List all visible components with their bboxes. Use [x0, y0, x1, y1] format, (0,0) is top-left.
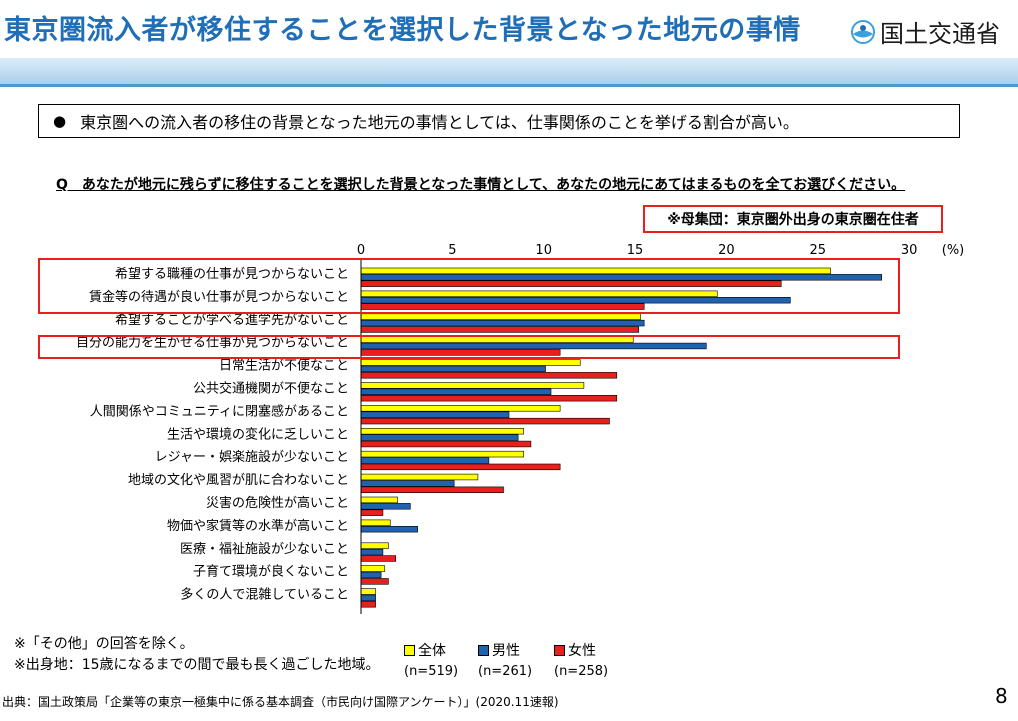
- category-label: 多くの人で混雑していること: [180, 587, 349, 603]
- bar-female: [360, 326, 640, 333]
- category-label: 希望する職種の仕事が見つからないこと: [115, 266, 349, 282]
- bar-all: [360, 565, 386, 572]
- bar-male: [360, 548, 384, 556]
- legend-label-all: 全体: [418, 643, 446, 659]
- highlight-box-ability: [38, 335, 900, 359]
- ministry-logo: 国土交通省: [850, 14, 1000, 49]
- bar-male: [360, 388, 552, 395]
- bar-all: [360, 405, 561, 412]
- bar-female: [360, 509, 384, 516]
- category-label: 自分の能力を生かせる仕事が見つからないこと: [76, 336, 349, 351]
- bullet-icon: ●: [53, 112, 67, 130]
- bar-female: [360, 601, 376, 608]
- category-label: 賃金等の待遇が良い仕事が見つからないこと: [89, 289, 349, 305]
- category-label: 物価や家賃等の水準が高いこと: [167, 518, 349, 534]
- page-title: 東京圏流入者が移住することを選択した背景となった地元の事情: [4, 15, 801, 46]
- bar-male: [360, 480, 455, 487]
- bar-male: [360, 457, 490, 464]
- bar-all: [360, 313, 641, 320]
- legend-item-male: 男性 (n=261): [478, 640, 532, 679]
- bar-male: [360, 319, 645, 327]
- bar-female: [360, 486, 504, 493]
- title-band: [0, 58, 1018, 84]
- bar-female: [360, 394, 618, 402]
- legend-swatch-all: [404, 644, 415, 656]
- category-label: 人間関係やコミュニティに閉塞感があること: [90, 403, 349, 419]
- bar-all: [360, 588, 376, 595]
- x-tick-label: 5: [448, 243, 456, 258]
- category-label: 生活や環境の変化に乏しいこと: [167, 426, 349, 442]
- x-tick-label: 30: [901, 243, 918, 258]
- legend-n-male: (n=261): [478, 664, 533, 679]
- x-tick-label: 10: [535, 243, 552, 258]
- bar-female: [360, 440, 532, 448]
- bar-female: [360, 463, 561, 471]
- bar-all: [360, 427, 524, 435]
- bar-female: [360, 578, 389, 585]
- bar-chart: 0 5 10 15 20 25 30 (%) 希望する職種の仕事が見つからないこと賃金等の待遇が…: [76, 243, 965, 614]
- title-underline: [0, 84, 1018, 87]
- x-axis-unit: (%): [942, 243, 965, 258]
- bar-all: [360, 496, 398, 504]
- source-citation: 出典：国土政策局「企業等の東京一極集中に係る基本調査（市民向け国際アンケート）」…: [2, 695, 559, 709]
- legend-item-all: 全体 (n=519): [404, 640, 458, 679]
- legend-n-all: (n=519): [404, 664, 459, 679]
- bar-male: [360, 571, 382, 579]
- ministry-emblem-icon: [851, 19, 875, 44]
- category-label: 希望することが学べる進学先がないこと: [115, 312, 349, 328]
- bar-all: [360, 519, 391, 527]
- bar-all: [360, 473, 479, 481]
- category-label: 日常生活が不便なこと: [219, 359, 349, 374]
- legend-label-male: 男性: [492, 643, 520, 659]
- bar-male: [360, 503, 411, 510]
- category-label: 子育て環境が良くないこと: [193, 564, 349, 580]
- note-other-excluded: ※「その他」の回答を除く。: [14, 636, 194, 652]
- x-tick-label: 0: [357, 243, 365, 258]
- bar-male: [360, 365, 546, 373]
- bar-all: [360, 359, 581, 366]
- bar-female: [360, 372, 618, 379]
- legend-label-female: 女性: [568, 643, 596, 659]
- summary-box: ● 東京圏への流入者の移住の背景となった地元の事情としては、仕事関係のことを挙げ…: [38, 104, 960, 138]
- x-tick-label: 15: [627, 243, 644, 258]
- x-tick-label: 20: [718, 243, 735, 258]
- bar-male: [360, 434, 519, 441]
- bar-all: [360, 450, 524, 458]
- bar-all: [360, 382, 585, 389]
- category-label: 災害の危険性が高いこと: [206, 495, 349, 511]
- legend-item-female: 女性 (n=258): [554, 640, 608, 679]
- bar-female: [360, 555, 397, 562]
- bar-male: [360, 594, 376, 602]
- survey-question: Q あなたが地元に残らずに移住することを選択した背景となった事情として、あなたの…: [56, 177, 906, 193]
- highlight-box-job-wage: [38, 258, 900, 314]
- page-number: 8: [995, 684, 1008, 708]
- category-label: 地域の文化や風習が肌に合わないこと: [128, 473, 349, 488]
- legend-swatch-male: [478, 644, 489, 656]
- bar-male: [360, 525, 418, 533]
- category-label: 医療・福祉施設が少ないこと: [180, 541, 349, 557]
- note-birthplace: ※出身地：15歳になるまでの間で最も長く過ごした地域。: [14, 657, 380, 673]
- legend-n-female: (n=258): [554, 664, 609, 679]
- bar-male: [360, 411, 510, 418]
- legend-swatch-female: [554, 644, 565, 656]
- population-note: ※母集団：東京圏外出身の東京圏在住者: [643, 205, 943, 233]
- category-label: 公共交通機関が不便なこと: [193, 381, 349, 397]
- summary-text: 東京圏への流入者の移住の背景となった地元の事情としては、仕事関係のことを挙げる割…: [80, 113, 799, 132]
- bar-female: [360, 417, 610, 425]
- x-tick-label: 25: [809, 243, 826, 258]
- category-label: レジャー・娯楽施設が少ないこと: [155, 449, 349, 465]
- bar-all: [360, 542, 389, 549]
- ministry-name: 国土交通省: [880, 20, 1000, 48]
